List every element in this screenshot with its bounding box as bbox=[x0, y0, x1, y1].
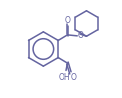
Text: O: O bbox=[78, 31, 84, 40]
Text: OH: OH bbox=[58, 73, 70, 82]
Text: O: O bbox=[65, 16, 70, 25]
Text: O: O bbox=[71, 73, 77, 82]
